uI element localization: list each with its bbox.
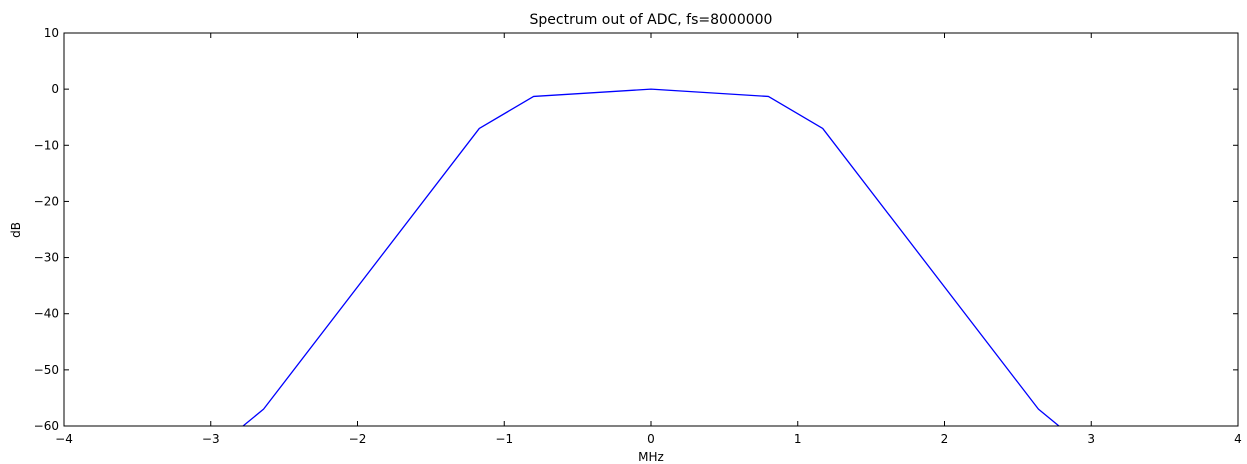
x-tick-label: −4	[55, 432, 73, 446]
y-tick-label: 10	[44, 26, 59, 40]
x-tick-label: 0	[647, 432, 655, 446]
x-tick-label: −3	[202, 432, 220, 446]
y-tick-label: −30	[34, 251, 59, 265]
x-axis-label: MHz	[638, 450, 664, 464]
x-tick-label: −1	[495, 432, 513, 446]
series-lines	[242, 88, 1060, 426]
y-axis-label: dB	[9, 222, 23, 238]
x-tick-label: −2	[349, 432, 367, 446]
plot-background	[64, 33, 1238, 426]
x-tick-label: 2	[941, 432, 949, 446]
x-tick-label: 3	[1087, 432, 1095, 446]
x-tick-label: 1	[794, 432, 802, 446]
x-axis: −4 −3 −2 −1 0 1 2 3 4	[55, 33, 1242, 446]
y-tick-label: −60	[34, 419, 59, 433]
y-axis: 10 0 −10 −20 −30 −40 −50 −60	[34, 26, 1238, 433]
series-line-0	[242, 88, 1060, 426]
y-tick-label: −40	[34, 307, 59, 321]
x-tick-label: 4	[1234, 432, 1242, 446]
y-tick-label: 0	[51, 82, 59, 96]
y-tick-label: −20	[34, 194, 59, 208]
chart-title: Spectrum out of ADC, fs=8000000	[530, 12, 773, 28]
y-tick-label: −50	[34, 363, 59, 377]
y-tick-label: −10	[34, 138, 59, 152]
plot-area	[64, 33, 1238, 426]
